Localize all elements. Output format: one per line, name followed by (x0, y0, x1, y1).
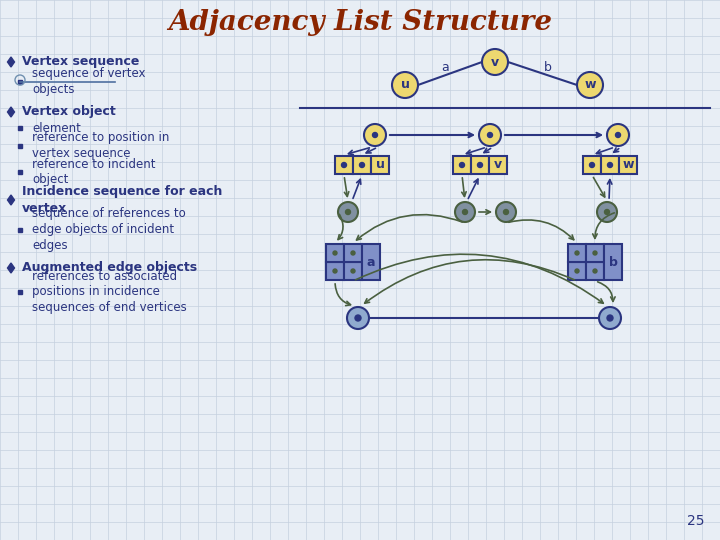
Bar (335, 156, 353, 174)
Polygon shape (7, 107, 14, 117)
Bar (344, 262, 362, 280)
Bar (586, 262, 604, 280)
Circle shape (372, 132, 377, 138)
Bar (18, 126, 22, 130)
Polygon shape (7, 195, 14, 205)
Bar (583, 156, 601, 174)
Bar (344, 244, 362, 262)
Circle shape (593, 251, 597, 255)
Circle shape (455, 202, 475, 222)
Circle shape (575, 269, 579, 273)
Text: u: u (376, 159, 384, 172)
Circle shape (593, 269, 597, 273)
Text: references to associated
positions in incidence
sequences of end vertices: references to associated positions in in… (32, 269, 186, 314)
Bar (362, 244, 380, 280)
Text: sequence of references to
edge objects of incident
edges: sequence of references to edge objects o… (32, 207, 186, 253)
Text: v: v (494, 159, 502, 172)
Circle shape (605, 210, 610, 214)
Circle shape (477, 163, 482, 167)
Text: Vertex sequence: Vertex sequence (22, 56, 140, 69)
Bar (18, 228, 22, 232)
Text: a: a (441, 61, 449, 74)
Circle shape (351, 251, 355, 255)
Circle shape (503, 210, 508, 214)
Bar (453, 156, 471, 174)
Text: w: w (622, 159, 634, 172)
Text: b: b (608, 255, 618, 268)
Polygon shape (7, 263, 14, 273)
Text: sequence of vertex
objects: sequence of vertex objects (32, 68, 145, 97)
Text: w: w (584, 78, 595, 91)
Circle shape (616, 132, 621, 138)
Circle shape (459, 163, 464, 167)
Text: Augmented edge objects: Augmented edge objects (22, 261, 197, 274)
Bar (326, 244, 344, 262)
Circle shape (575, 251, 579, 255)
Circle shape (597, 202, 617, 222)
Bar (18, 291, 22, 294)
Bar (18, 144, 22, 148)
Bar (604, 244, 622, 280)
Bar (568, 244, 586, 262)
Bar (471, 156, 489, 174)
Polygon shape (7, 57, 14, 67)
Circle shape (392, 72, 418, 98)
Bar (489, 156, 507, 174)
Bar (18, 80, 22, 84)
Circle shape (359, 163, 364, 167)
Circle shape (599, 307, 621, 329)
Circle shape (482, 49, 508, 75)
Circle shape (479, 124, 501, 146)
Text: Vertex object: Vertex object (22, 105, 116, 118)
Text: element: element (32, 122, 81, 134)
Text: Incidence sequence for each
vertex: Incidence sequence for each vertex (22, 186, 222, 214)
Circle shape (346, 210, 351, 214)
Bar (601, 156, 619, 174)
Circle shape (364, 124, 386, 146)
Circle shape (496, 202, 516, 222)
Circle shape (341, 163, 346, 167)
Circle shape (333, 251, 337, 255)
Circle shape (607, 315, 613, 321)
Circle shape (607, 124, 629, 146)
Circle shape (355, 315, 361, 321)
Text: 25: 25 (688, 514, 705, 528)
Bar (371, 156, 389, 174)
Bar (619, 156, 637, 174)
Circle shape (351, 269, 355, 273)
Text: reference to position in
vertex sequence: reference to position in vertex sequence (32, 132, 169, 160)
Text: a: a (366, 255, 375, 268)
Circle shape (577, 72, 603, 98)
Bar (353, 156, 371, 174)
Circle shape (333, 269, 337, 273)
Text: Adjacency List Structure: Adjacency List Structure (168, 9, 552, 36)
Text: reference to incident
object: reference to incident object (32, 158, 156, 186)
Circle shape (487, 132, 492, 138)
Bar (568, 262, 586, 280)
Text: v: v (491, 56, 499, 69)
Bar (326, 262, 344, 280)
Text: b: b (544, 61, 552, 74)
Circle shape (608, 163, 613, 167)
Circle shape (462, 210, 467, 214)
Circle shape (590, 163, 595, 167)
Circle shape (347, 307, 369, 329)
Bar (586, 244, 604, 262)
Bar (18, 170, 22, 174)
Text: u: u (400, 78, 410, 91)
Circle shape (338, 202, 358, 222)
